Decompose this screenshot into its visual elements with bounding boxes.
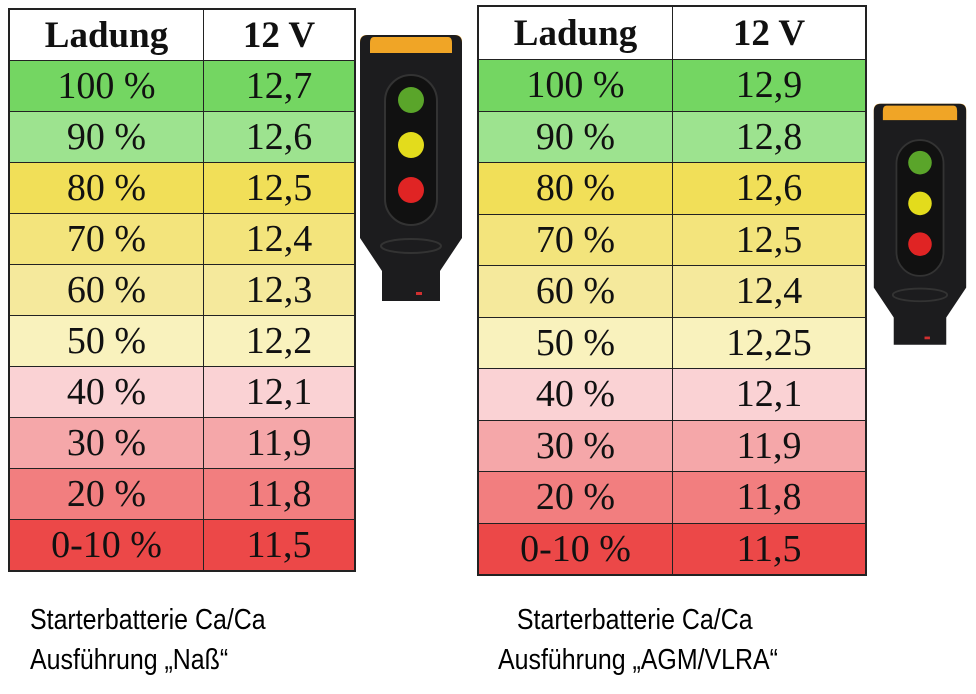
voltage-cell: 12,2 <box>203 315 356 367</box>
voltage-cell: 12,25 <box>672 316 867 369</box>
caption-agm: Starterbatterie Ca/Ca Ausführung „AGM/VL… <box>498 600 778 680</box>
header-charge: Ladung <box>8 8 204 61</box>
voltage-cell: 12,4 <box>672 265 867 318</box>
charge-cell: 40 % <box>477 368 673 421</box>
table-row: 50 % 12,25 <box>477 316 867 369</box>
charge-cell: 60 % <box>8 264 204 316</box>
table-row: 30 % 11,9 <box>8 417 356 469</box>
table-row: 50 % 12,2 <box>8 315 356 367</box>
charge-voltage-table-agm: Ladung 12 V 100 % 12,9 90 % 12,8 80 % 12,6 70 … <box>477 5 867 576</box>
battery-tester-led-icon <box>872 102 968 345</box>
charge-cell: 40 % <box>8 366 204 418</box>
table-header: Ladung 12 V <box>8 8 356 61</box>
charge-cell: 80 % <box>8 162 204 214</box>
voltage-cell: 12,6 <box>672 162 867 215</box>
table-row: 90 % 12,6 <box>8 111 356 163</box>
caption-line2: Ausführung „AGM/VLRA“ <box>498 644 778 676</box>
table-row: 100 % 12,9 <box>477 59 867 112</box>
caption-line1: Starterbatterie Ca/Ca <box>30 604 266 636</box>
battery-tester-led-icon <box>358 33 464 301</box>
voltage-cell: 12,6 <box>203 111 356 163</box>
voltage-cell: 12,1 <box>672 368 867 421</box>
charge-voltage-table-wet: Ladung 12 V 100 % 12,7 90 % 12,6 80 % 12,5 70 … <box>8 8 356 572</box>
voltage-cell: 12,1 <box>203 366 356 418</box>
tester-svg <box>360 35 462 301</box>
charge-cell: 30 % <box>8 417 204 469</box>
voltage-cell: 11,8 <box>672 471 867 524</box>
caption-wet: Starterbatterie Ca/Ca Ausführung „Naß“ <box>30 600 266 680</box>
charge-cell: 70 % <box>477 213 673 266</box>
charge-cell: 20 % <box>8 468 204 520</box>
voltage-cell: 11,5 <box>672 522 867 576</box>
voltage-cell: 12,5 <box>672 213 867 266</box>
table-row: 70 % 12,4 <box>8 213 356 265</box>
charge-cell: 0-10 % <box>8 519 204 572</box>
table-row: 80 % 12,6 <box>477 162 867 215</box>
table-header: Ladung 12 V <box>477 5 867 60</box>
caption-line2: Ausführung „Naß“ <box>30 644 229 676</box>
charge-cell: 20 % <box>477 471 673 524</box>
voltage-cell: 12,7 <box>203 60 356 112</box>
charge-cell: 70 % <box>8 213 204 265</box>
voltage-cell: 12,5 <box>203 162 356 214</box>
charge-cell: 30 % <box>477 419 673 472</box>
voltage-cell: 12,9 <box>672 59 867 112</box>
voltage-cell: 11,9 <box>672 419 867 472</box>
charge-cell: 0-10 % <box>477 522 673 576</box>
table-row: 70 % 12,5 <box>477 213 867 266</box>
tester-svg <box>873 103 967 345</box>
voltage-cell: 11,9 <box>203 417 356 469</box>
table-row: 80 % 12,5 <box>8 162 356 214</box>
charge-cell: 90 % <box>8 111 204 163</box>
table-row: 90 % 12,8 <box>477 110 867 163</box>
header-voltage: 12 V <box>203 8 356 61</box>
table-row: 20 % 11,8 <box>8 468 356 520</box>
table-row: 60 % 12,3 <box>8 264 356 316</box>
charge-cell: 100 % <box>477 59 673 112</box>
table-row: 40 % 12,1 <box>477 368 867 421</box>
table-row: 20 % 11,8 <box>477 471 867 524</box>
charge-cell: 100 % <box>8 60 204 112</box>
voltage-cell: 12,8 <box>672 110 867 163</box>
charge-cell: 90 % <box>477 110 673 163</box>
header-voltage: 12 V <box>672 5 867 60</box>
caption-line1: Starterbatterie Ca/Ca <box>516 604 753 636</box>
voltage-cell: 12,3 <box>203 264 356 316</box>
voltage-cell: 11,8 <box>203 468 356 520</box>
table-row: 0-10 % 11,5 <box>8 519 356 572</box>
charge-cell: 60 % <box>477 265 673 318</box>
table-row: 60 % 12,4 <box>477 265 867 318</box>
charge-cell: 80 % <box>477 162 673 215</box>
charge-cell: 50 % <box>477 316 673 369</box>
table-row: 0-10 % 11,5 <box>477 522 867 576</box>
table-row: 30 % 11,9 <box>477 419 867 472</box>
voltage-cell: 11,5 <box>203 519 356 572</box>
table-row: 40 % 12,1 <box>8 366 356 418</box>
voltage-cell: 12,4 <box>203 213 356 265</box>
header-charge: Ladung <box>477 5 673 60</box>
charge-cell: 50 % <box>8 315 204 367</box>
table-row: 100 % 12,7 <box>8 60 356 112</box>
